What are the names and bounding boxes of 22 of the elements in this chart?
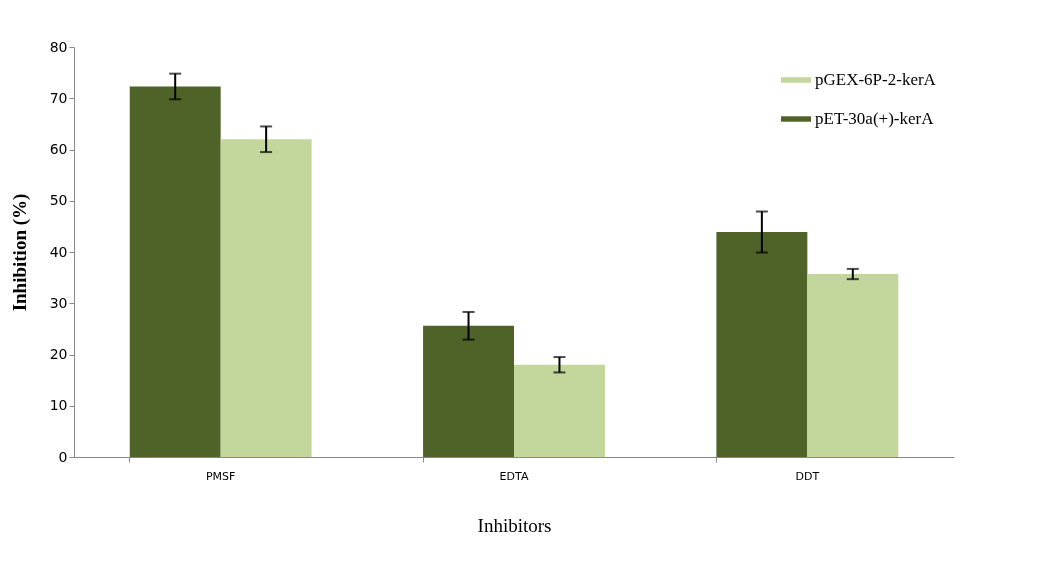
x-tick-label: DDT [795, 469, 820, 483]
bar [220, 139, 312, 457]
y-tick-label: 30 [49, 294, 68, 311]
bar [716, 232, 808, 457]
y-tick-label: 60 [49, 141, 68, 157]
x-tick-label: EDTA [499, 469, 529, 483]
y-tick-label: 0 [58, 448, 68, 465]
bar [514, 364, 605, 457]
y-axis-title: Inhibition (%) [8, 193, 31, 312]
y-tick-label: 80 [49, 38, 68, 55]
y-tick-label: 70 [49, 89, 68, 106]
legend-label: pET-30a(+)-kerA [815, 109, 935, 128]
bar [129, 86, 221, 457]
x-tick-label: PMSF [205, 469, 236, 483]
y-tick-label: 40 [49, 243, 68, 260]
y-tick-label: 50 [49, 192, 68, 209]
y-tick-label: 10 [49, 397, 68, 414]
y-tick-label: 20 [49, 346, 68, 362]
legend-label: pGEX-6P-2-kerA [815, 70, 937, 89]
bar [423, 325, 514, 457]
x-axis-title: Inhibitors [477, 514, 552, 536]
bar [807, 274, 899, 457]
